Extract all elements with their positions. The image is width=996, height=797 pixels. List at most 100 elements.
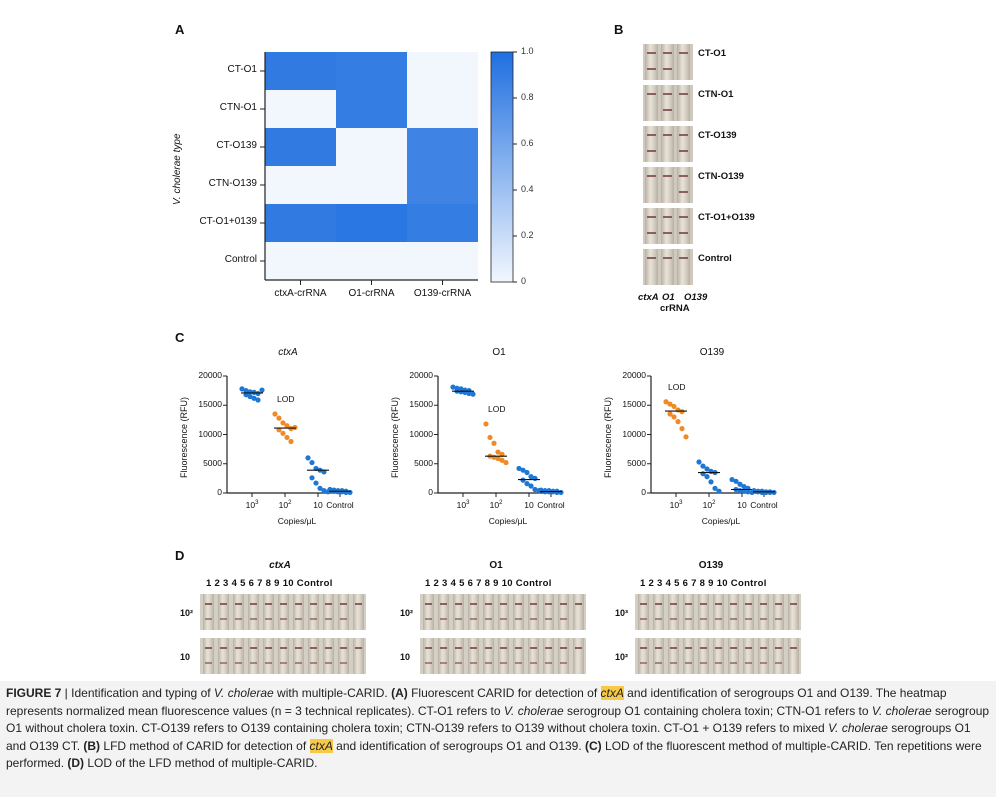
caption-t2: with multiple-CARID. bbox=[273, 686, 392, 700]
scatter-point bbox=[516, 465, 522, 472]
tick-base: 10 bbox=[489, 500, 500, 510]
scatter-point bbox=[309, 459, 315, 466]
lod-control-band bbox=[545, 603, 552, 605]
lod-test-band bbox=[265, 662, 272, 664]
lod-row-label: 10 bbox=[180, 652, 191, 662]
scatter-y-tick-label: 15000 bbox=[409, 399, 433, 410]
lod-control-band bbox=[470, 647, 477, 649]
lfd-strip-group bbox=[643, 126, 693, 162]
lod-row-label: 10² bbox=[400, 608, 414, 618]
scatter-title: O139 bbox=[699, 347, 725, 358]
tick-base: 10 bbox=[456, 500, 467, 510]
lfd-test-band bbox=[663, 109, 672, 111]
lod-control-band bbox=[640, 603, 647, 605]
lod-strip bbox=[263, 594, 274, 630]
lfd-control-band bbox=[663, 93, 672, 95]
scatter-point bbox=[708, 479, 714, 485]
heatmap-cell bbox=[265, 242, 336, 280]
scatter-point bbox=[339, 489, 345, 495]
lod-test-band bbox=[485, 618, 492, 620]
lod-test-band bbox=[745, 662, 752, 664]
lod-strip bbox=[293, 594, 304, 630]
lfd-strip bbox=[661, 208, 674, 244]
scatter-x-tick-label: 102 bbox=[260, 500, 310, 510]
lod-test-band bbox=[655, 618, 662, 620]
lod-control-band bbox=[295, 603, 302, 605]
scatter-point bbox=[524, 481, 530, 487]
lod-strip bbox=[248, 638, 259, 674]
lod-test-band bbox=[530, 618, 537, 620]
scatter-point bbox=[671, 403, 677, 410]
lod-strip bbox=[573, 594, 584, 630]
lod-strip bbox=[773, 638, 784, 674]
lod-control-band bbox=[760, 647, 767, 649]
lod-strip bbox=[233, 594, 244, 630]
lfd-strip bbox=[661, 126, 674, 162]
lod-control-band bbox=[220, 647, 227, 649]
lod-strip bbox=[653, 594, 664, 630]
lfd-test-band bbox=[663, 232, 672, 234]
lfd-crrna-label: crRNA bbox=[660, 303, 690, 314]
scatter-x-tick-label: 10 bbox=[313, 500, 323, 510]
lfd-row-label: CT-O1+O139 bbox=[698, 212, 755, 223]
tick-exp: 3 bbox=[255, 500, 259, 507]
lod-strip-numbers: 1 2 3 4 5 6 7 8 9 10 Control bbox=[640, 578, 767, 589]
scatter-point bbox=[292, 424, 298, 431]
scatter-point bbox=[288, 438, 294, 445]
lod-strip bbox=[323, 638, 334, 674]
lod-strip bbox=[218, 638, 229, 674]
scatter-y-title: Fluorescence (RFU) bbox=[179, 396, 189, 478]
scatter-y-tick-label: 0 bbox=[217, 487, 222, 497]
caption-a: (A) bbox=[391, 686, 408, 700]
lod-strip bbox=[498, 594, 509, 630]
lod-test-band bbox=[670, 618, 677, 620]
lfd-col-label: ctxA bbox=[638, 292, 659, 303]
caption-vc-2: V. cholerae bbox=[503, 703, 564, 718]
lfd-strip bbox=[677, 85, 690, 121]
lod-control-band bbox=[560, 603, 567, 605]
lod-test-band bbox=[640, 662, 647, 664]
lod-label: LOD bbox=[668, 381, 686, 392]
lod-strip bbox=[668, 594, 679, 630]
lod-control-band bbox=[640, 647, 647, 649]
scatter-point bbox=[667, 401, 673, 407]
lfd-test-band bbox=[679, 191, 688, 193]
scatter-point bbox=[458, 389, 464, 395]
lod-control-band bbox=[325, 603, 332, 605]
lod-strip bbox=[323, 594, 334, 630]
scatter-point bbox=[675, 419, 681, 425]
lfd-control-band bbox=[663, 175, 672, 177]
scatter-point bbox=[503, 459, 509, 466]
lod-control-band bbox=[575, 647, 582, 649]
heatmap-col-label: O1-crRNA bbox=[348, 288, 395, 299]
heatmap-cell bbox=[407, 90, 478, 128]
tick-base: 10 bbox=[245, 500, 256, 510]
lod-strip bbox=[438, 594, 449, 630]
lod-control-band bbox=[440, 603, 447, 605]
lfd-row-label: CTN-O1 bbox=[698, 89, 734, 100]
lod-control-band bbox=[500, 647, 507, 649]
lfd-test-band bbox=[647, 232, 656, 234]
scatter-point bbox=[520, 477, 526, 483]
lod-strip bbox=[513, 594, 524, 630]
lod-strip bbox=[758, 638, 769, 674]
scatter-point bbox=[470, 391, 476, 397]
caption-b: (B) bbox=[83, 738, 101, 753]
scatter-point bbox=[251, 395, 257, 401]
lod-test-band bbox=[280, 662, 287, 664]
lod-test-band bbox=[340, 662, 347, 664]
lod-control-band bbox=[205, 603, 212, 605]
heatmap-cell bbox=[336, 166, 407, 204]
lfd-strip-group bbox=[643, 208, 693, 244]
lod-strip bbox=[453, 594, 464, 630]
scatter-point bbox=[495, 449, 501, 455]
lod-strip bbox=[278, 638, 289, 674]
lod-strip bbox=[558, 594, 569, 630]
scatter-y-tick-label: 5000 bbox=[203, 457, 222, 468]
caption-t6: serogroup O1 without cholera toxin. CT-O… bbox=[6, 703, 990, 736]
lfd-control-band bbox=[679, 175, 688, 177]
scatter-point bbox=[700, 463, 706, 469]
lod-control-band bbox=[730, 647, 737, 649]
panel-letter-a: A bbox=[175, 22, 185, 37]
lfd-strip bbox=[677, 126, 690, 162]
